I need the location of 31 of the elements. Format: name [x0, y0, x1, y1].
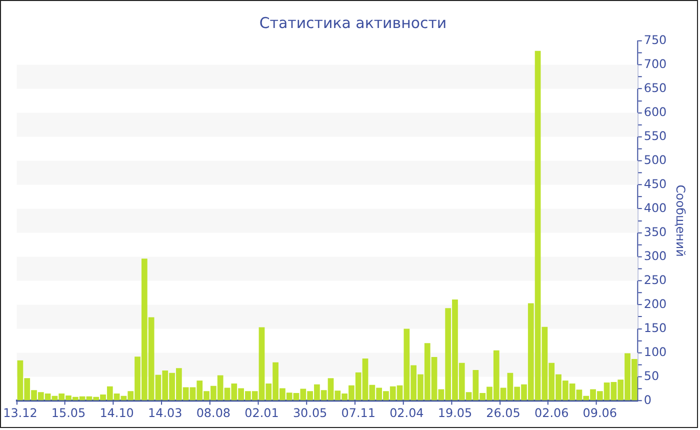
y-tick-label: 50 — [644, 368, 660, 383]
y-tick-label: 500 — [644, 152, 667, 167]
x-tick-label: 02.06 — [534, 406, 569, 420]
x-tick-label: 15.05 — [51, 406, 86, 420]
y-tick-label: 450 — [644, 176, 667, 191]
y-tick-label: 100 — [644, 344, 667, 359]
y-tick-label: 350 — [644, 224, 667, 239]
y-axis-title: Сообщений — [674, 184, 688, 257]
y-tick-label: 600 — [644, 104, 667, 119]
x-tick-label: 26.05 — [486, 406, 520, 420]
x-tick-label: 09.06 — [582, 406, 618, 420]
y-tick-label: 700 — [644, 56, 667, 71]
x-tick-label: 07.11 — [341, 406, 376, 420]
chart-title: Статистика активности — [259, 14, 447, 32]
y-tick-label: 200 — [644, 296, 667, 311]
x-tick-label: 30.05 — [292, 406, 328, 420]
y-tick-label: 650 — [644, 80, 667, 95]
y-tick-label: 750 — [644, 32, 667, 47]
y-tick-label: 150 — [644, 320, 667, 335]
y-tick-label: 300 — [644, 248, 667, 263]
y-tick-label: 400 — [644, 200, 667, 215]
x-tick-label: 02.01 — [244, 406, 279, 420]
x-tick-label: 13.12 — [3, 406, 38, 420]
x-tick-label: 14.10 — [100, 406, 134, 420]
x-tick-label: 14.03 — [148, 406, 182, 420]
x-tick-label: 19.05 — [438, 406, 472, 420]
y-tick-label: 0 — [644, 392, 652, 407]
y-tick-label: 550 — [644, 128, 667, 143]
x-tick-label: 02.04 — [390, 406, 424, 420]
x-tick-label: 08.08 — [196, 406, 231, 420]
y-tick-label: 250 — [644, 272, 667, 287]
